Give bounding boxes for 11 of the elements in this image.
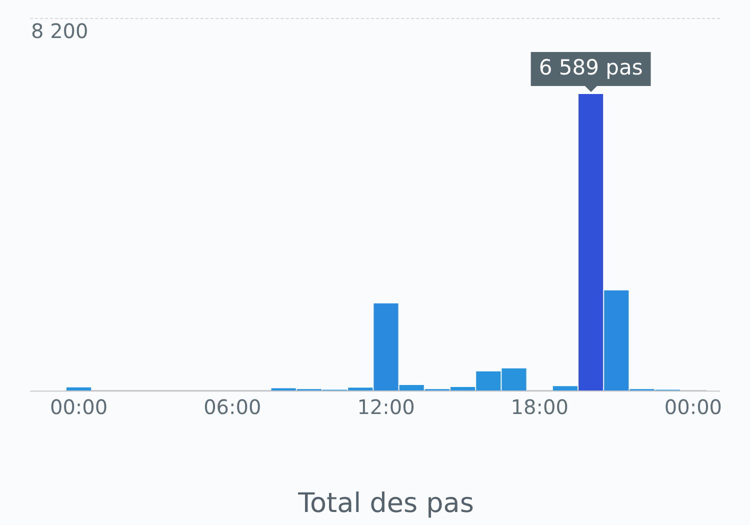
bar — [66, 387, 92, 391]
text: 6 589 pas — [538, 55, 643, 80]
bar — [552, 386, 578, 391]
x-tick-label: 18:00 — [510, 394, 568, 419]
x-tick-label: 00:00 — [50, 394, 108, 419]
x-tick-label: 06:00 — [204, 394, 262, 419]
text: Total des pas — [297, 488, 474, 519]
bar — [578, 94, 604, 391]
x-tick-label: 12:00 — [357, 394, 415, 419]
text: 8 200 — [31, 19, 88, 44]
x-tick-label: 00:00 — [664, 394, 722, 419]
